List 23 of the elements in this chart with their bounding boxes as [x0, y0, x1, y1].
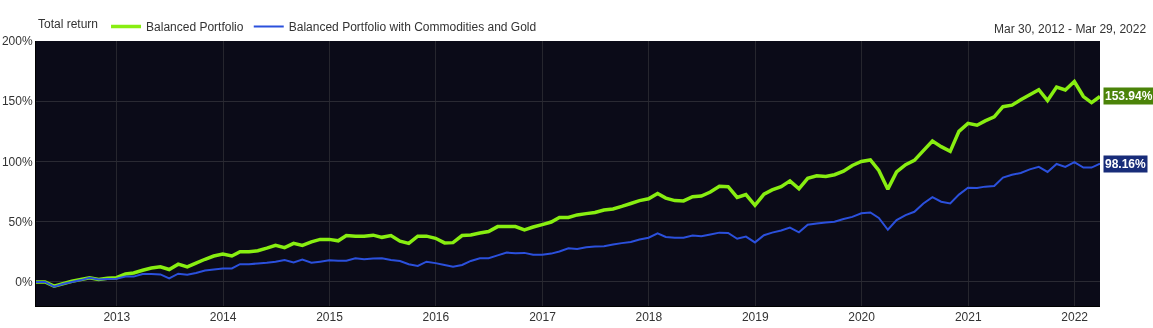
x-tick-label: 2015 — [316, 310, 344, 325]
x-tick-label: 2019 — [741, 310, 769, 325]
data-label: 98.16% — [1105, 157, 1147, 171]
legend-label: Balanced Portfolio — [146, 20, 244, 35]
data-label: 153.94% — [1105, 89, 1153, 103]
line-series — [36, 79, 1100, 288]
legend-label: Balanced Portfolio with Commodities and Gold — [288, 20, 537, 35]
x-tick-label: 2014 — [209, 310, 237, 325]
x-tick-label: 2021 — [954, 310, 982, 325]
y-tick-label: 0% — [15, 275, 33, 290]
x-tick-label: 2018 — [635, 310, 663, 325]
y-tick-label: 100% — [1, 154, 33, 169]
text: Mar 30, 2012 - Mar 29, 2022 — [994, 22, 1147, 36]
x-tick-label: 2016 — [422, 310, 450, 325]
y-tick-label: 200% — [1, 34, 33, 49]
y-tick-label: 50% — [8, 214, 33, 229]
x-tick-label: 2020 — [848, 310, 876, 325]
legend-title: Total return — [38, 16, 99, 31]
y-tick-label: 150% — [1, 94, 33, 109]
line-series — [36, 161, 1100, 288]
x-tick-label: 2017 — [529, 310, 557, 325]
x-tick-label: 2013 — [103, 310, 131, 325]
x-tick-label: 2022 — [1061, 310, 1089, 325]
